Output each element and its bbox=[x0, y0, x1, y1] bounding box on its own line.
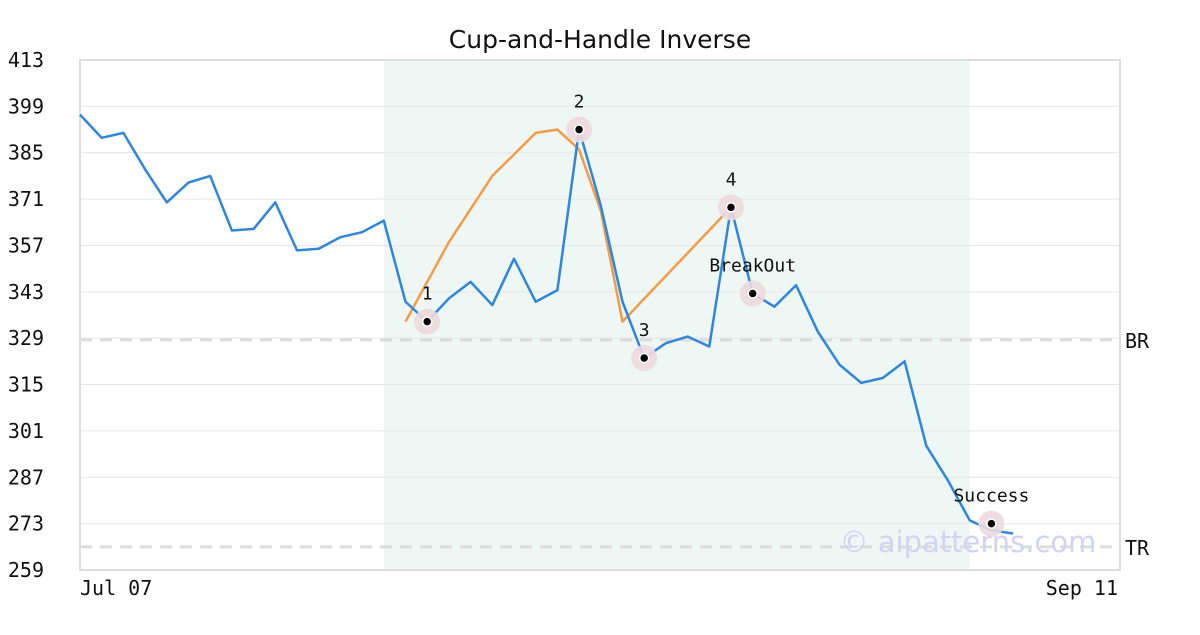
y-tick-label: 413 bbox=[8, 48, 44, 72]
annotation-label: 1 bbox=[422, 284, 433, 305]
pattern-series-line bbox=[404, 128, 732, 323]
annotation-label: Success bbox=[953, 486, 1029, 507]
x-tick-label: Jul 07 bbox=[80, 576, 152, 600]
watermark: © aipatterns.com bbox=[840, 525, 1097, 559]
annotation-label: 3 bbox=[639, 320, 650, 341]
y-tick-label: 259 bbox=[8, 558, 44, 582]
annotation-point bbox=[421, 316, 433, 327]
reference-line-label: TR bbox=[1125, 536, 1150, 560]
plot-frame bbox=[79, 59, 1121, 571]
annotation-point bbox=[747, 288, 758, 299]
y-axis-tick-labels: 413 399 385 371 357 343 329 315 301 287 273 259 bbox=[8, 48, 44, 582]
pattern-annotations: 1 2 3 4 BreakOut Success bbox=[414, 92, 1029, 537]
y-tick-label: 273 bbox=[8, 512, 44, 536]
price-series-line bbox=[79, 113, 1014, 535]
y-tick-label: 287 bbox=[8, 465, 44, 489]
y-tick-label: 357 bbox=[8, 233, 44, 257]
reference-lines: BR TR bbox=[80, 329, 1150, 560]
y-tick-label: 371 bbox=[8, 187, 44, 211]
reference-line-label: BR bbox=[1125, 329, 1150, 353]
pattern-highlight-band bbox=[383, 60, 970, 570]
x-axis-tick-labels: Jul 07 Sep 11 bbox=[80, 576, 1118, 600]
y-tick-label: 301 bbox=[8, 419, 44, 443]
annotation-label: 4 bbox=[726, 169, 737, 190]
chart-title: Cup-and-Handle Inverse bbox=[449, 25, 751, 54]
y-tick-label: 399 bbox=[8, 94, 44, 118]
y-tick-label: 385 bbox=[8, 141, 44, 165]
y-tick-label: 315 bbox=[8, 373, 44, 397]
y-tick-label: 329 bbox=[8, 326, 44, 350]
annotation-point bbox=[986, 518, 997, 529]
annotation-label: BreakOut bbox=[709, 255, 796, 276]
y-tick-label: 343 bbox=[8, 280, 44, 304]
x-tick-label: Sep 11 bbox=[1046, 576, 1118, 600]
annotation-point bbox=[725, 202, 737, 213]
annotation-point bbox=[573, 124, 585, 135]
annotation-point bbox=[638, 352, 650, 364]
annotation-label: 2 bbox=[574, 92, 585, 113]
